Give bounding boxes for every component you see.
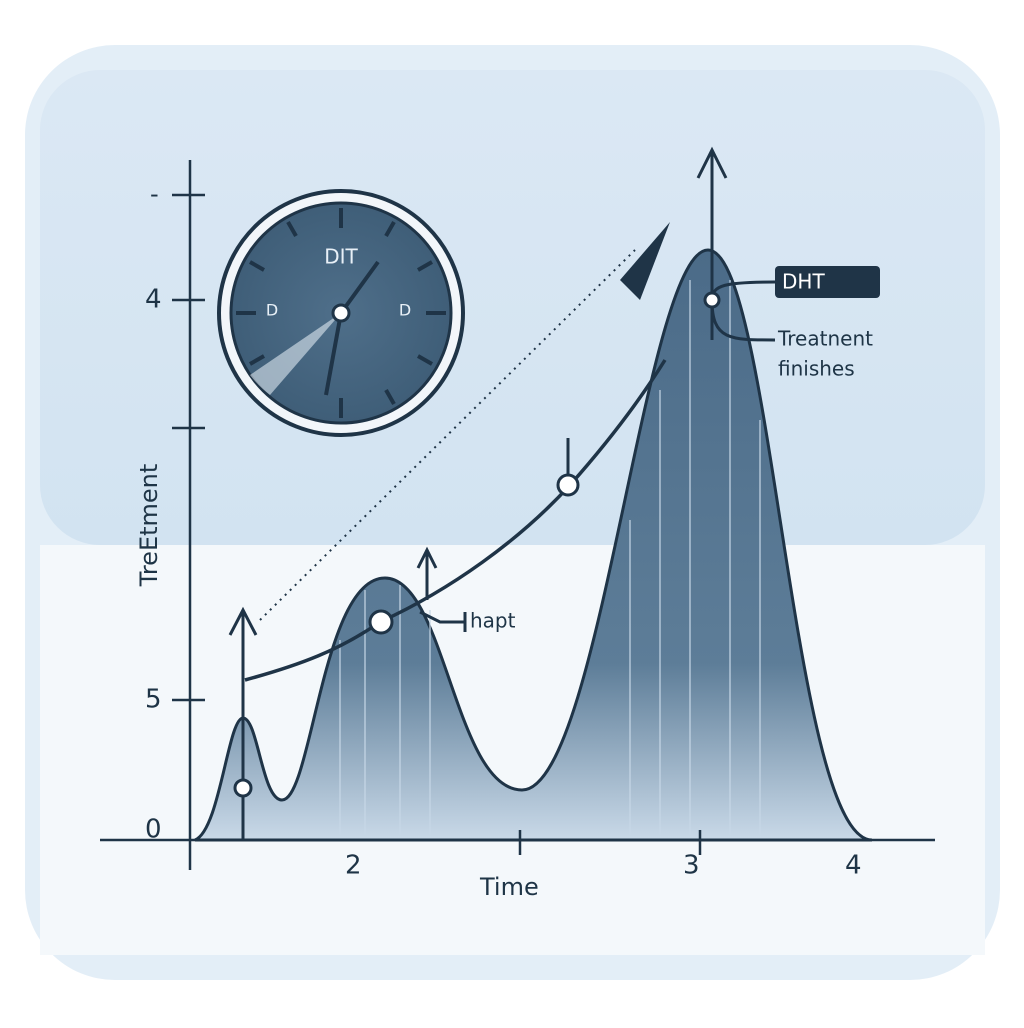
x-tick: 3 [683,851,700,881]
lower-panel [40,545,985,955]
y-tick: - [150,180,159,208]
tag-box [775,266,880,298]
x-tick: 2 [345,851,362,881]
stripes [339,280,761,835]
y-tick: 4 [145,285,162,315]
clock: DIT D D [217,189,465,437]
x-label: Time [479,873,539,901]
clock-label: D [266,301,278,320]
trend-line [244,359,667,682]
note: Treatnent [777,327,873,351]
clock-label: DIT [324,245,358,269]
points [233,291,721,798]
arrowhead [620,222,670,300]
upper-panel [40,70,985,545]
tag-label: DHT [782,270,825,294]
y-tick: 0 [145,815,162,845]
marker-label: hapt [470,609,516,633]
note: finishes [778,357,855,381]
x-tick: 4 [845,851,862,881]
y-tick: 5 [145,685,162,715]
clock-label: D [399,301,411,320]
axes [100,160,935,870]
y-label: TreEtment [135,464,163,588]
